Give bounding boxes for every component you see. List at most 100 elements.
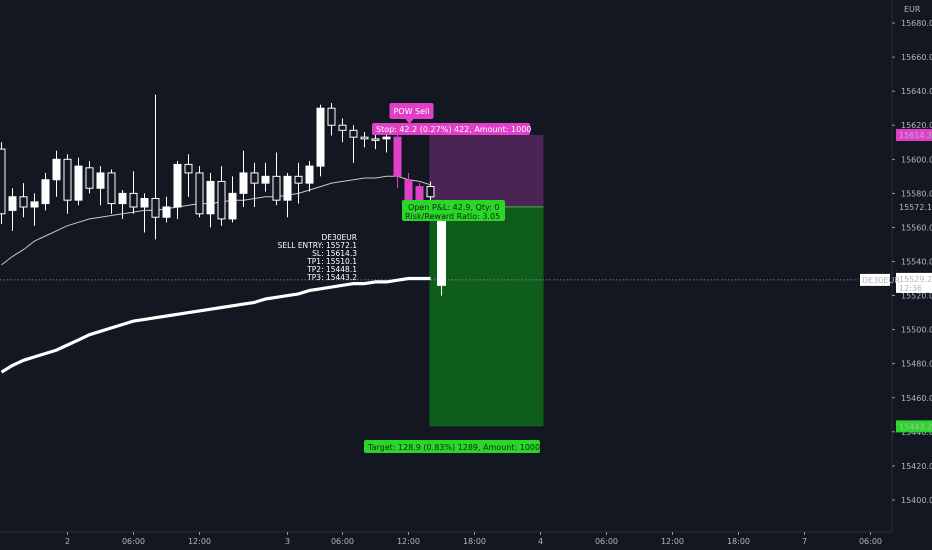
countdown-text: 12:36 xyxy=(899,284,922,293)
candle-body xyxy=(8,196,17,211)
candle[interactable] xyxy=(41,172,50,211)
target-price-tag-text: 15443.2 xyxy=(899,422,932,431)
candle[interactable] xyxy=(239,150,248,207)
candle[interactable] xyxy=(393,132,402,189)
candle-body xyxy=(19,196,28,208)
y-tick-label: 15400.0 xyxy=(901,496,932,505)
candle[interactable] xyxy=(30,193,39,226)
currency-label: EUR xyxy=(904,5,921,14)
x-tick-label: 12:00 xyxy=(397,537,420,546)
candle-body xyxy=(393,136,402,177)
y-tick-label: 15620.0 xyxy=(901,121,932,130)
y-tick-label: 15480.0 xyxy=(901,360,932,369)
candle-body xyxy=(30,201,39,208)
candle-body xyxy=(283,175,292,201)
y-tick-label: 15680.0 xyxy=(901,19,932,28)
candle-body xyxy=(371,138,380,141)
y-tick-label: 15560.0 xyxy=(901,223,932,232)
target-label-box xyxy=(364,440,540,453)
candle[interactable] xyxy=(151,94,160,240)
candle[interactable] xyxy=(217,166,226,226)
candle[interactable] xyxy=(305,161,314,192)
candle[interactable] xyxy=(272,152,281,206)
candle-body xyxy=(129,192,138,208)
candle[interactable] xyxy=(184,154,193,197)
candle[interactable] xyxy=(228,176,237,223)
candle[interactable] xyxy=(107,169,116,214)
signal-label-text: POW Sell xyxy=(393,107,429,116)
candle[interactable] xyxy=(74,157,83,206)
x-tick-label: 7 xyxy=(802,537,807,546)
symbol-tag-text: DE30EUR xyxy=(862,276,900,285)
info-line: DE30EUR xyxy=(322,233,358,242)
entry-price-tag-text: 15572.1 xyxy=(899,203,932,212)
stop-zone xyxy=(429,134,544,207)
y-tick-label: 15500.0 xyxy=(901,326,932,335)
x-tick-label: 06:00 xyxy=(859,537,882,546)
candle[interactable] xyxy=(338,118,347,143)
candle[interactable] xyxy=(162,196,171,223)
candle-body xyxy=(305,165,314,184)
thick-moving-average xyxy=(0,276,431,374)
thin-moving-average xyxy=(1,175,431,266)
candle[interactable] xyxy=(19,183,28,218)
info-line: TP1: 15510.1 xyxy=(306,257,357,266)
candle-body xyxy=(85,167,94,189)
candle-body xyxy=(338,124,347,131)
candle[interactable] xyxy=(52,150,61,197)
x-tick-label: 06:00 xyxy=(122,537,145,546)
pnl-label-text: Open P&L: 42.9, Qty: 0 xyxy=(408,203,499,212)
candle-body xyxy=(426,186,435,198)
y-tick-label: 15580.0 xyxy=(901,189,932,198)
y-tick-label: 15520.0 xyxy=(901,292,932,301)
x-tick-label: 12:00 xyxy=(661,537,684,546)
candle-body xyxy=(294,175,303,184)
candle[interactable] xyxy=(327,103,336,136)
info-line: SL: 15614.3 xyxy=(312,249,357,258)
candle[interactable] xyxy=(129,171,138,214)
candle-body xyxy=(0,148,6,215)
candle[interactable] xyxy=(85,161,94,194)
x-tick-label: 4 xyxy=(538,537,543,546)
candle[interactable] xyxy=(294,162,303,204)
candle[interactable] xyxy=(96,166,105,206)
x-tick-label: 18:00 xyxy=(463,537,486,546)
candle[interactable] xyxy=(349,125,358,163)
candle[interactable] xyxy=(0,142,6,225)
target-label-text: Target: 128.9 (0.83%) 1289, Amount: 1000 xyxy=(367,443,540,452)
candle[interactable] xyxy=(195,166,204,218)
candle-body xyxy=(250,172,259,184)
y-tick-label: 15540.0 xyxy=(901,258,932,267)
candle-body xyxy=(382,136,391,140)
candle[interactable] xyxy=(261,162,270,192)
candle[interactable] xyxy=(206,172,215,228)
y-tick-label: 15420.0 xyxy=(901,462,932,471)
stop-price-tag-text: 15614.3 xyxy=(899,131,932,140)
candle-body xyxy=(162,206,171,218)
candle-body xyxy=(228,192,237,220)
signal-label-pointer xyxy=(405,119,414,124)
target-zone xyxy=(429,206,544,427)
candle-body xyxy=(96,172,105,189)
candle[interactable] xyxy=(316,104,325,177)
candle-body xyxy=(74,165,83,201)
candle[interactable] xyxy=(8,188,17,231)
candle-body xyxy=(184,163,193,174)
ratio-label-text: Risk/Reward Ratio: 3.05 xyxy=(405,212,500,221)
info-line: TP3: 15443.2 xyxy=(306,273,357,282)
candle[interactable] xyxy=(360,132,369,148)
symbol-tag-box xyxy=(860,273,890,286)
candle-body xyxy=(239,172,248,194)
candle[interactable] xyxy=(118,189,127,219)
candle[interactable] xyxy=(63,154,72,214)
candle[interactable] xyxy=(283,172,292,218)
candle[interactable] xyxy=(173,161,182,219)
candle[interactable] xyxy=(250,162,259,207)
info-line: SELL ENTRY: 15572.1 xyxy=(278,241,358,250)
candle-body xyxy=(118,192,127,205)
candle-body xyxy=(349,129,358,138)
candle-body xyxy=(41,179,50,205)
entry-price-tag-box xyxy=(896,200,932,213)
candle[interactable] xyxy=(140,193,149,233)
